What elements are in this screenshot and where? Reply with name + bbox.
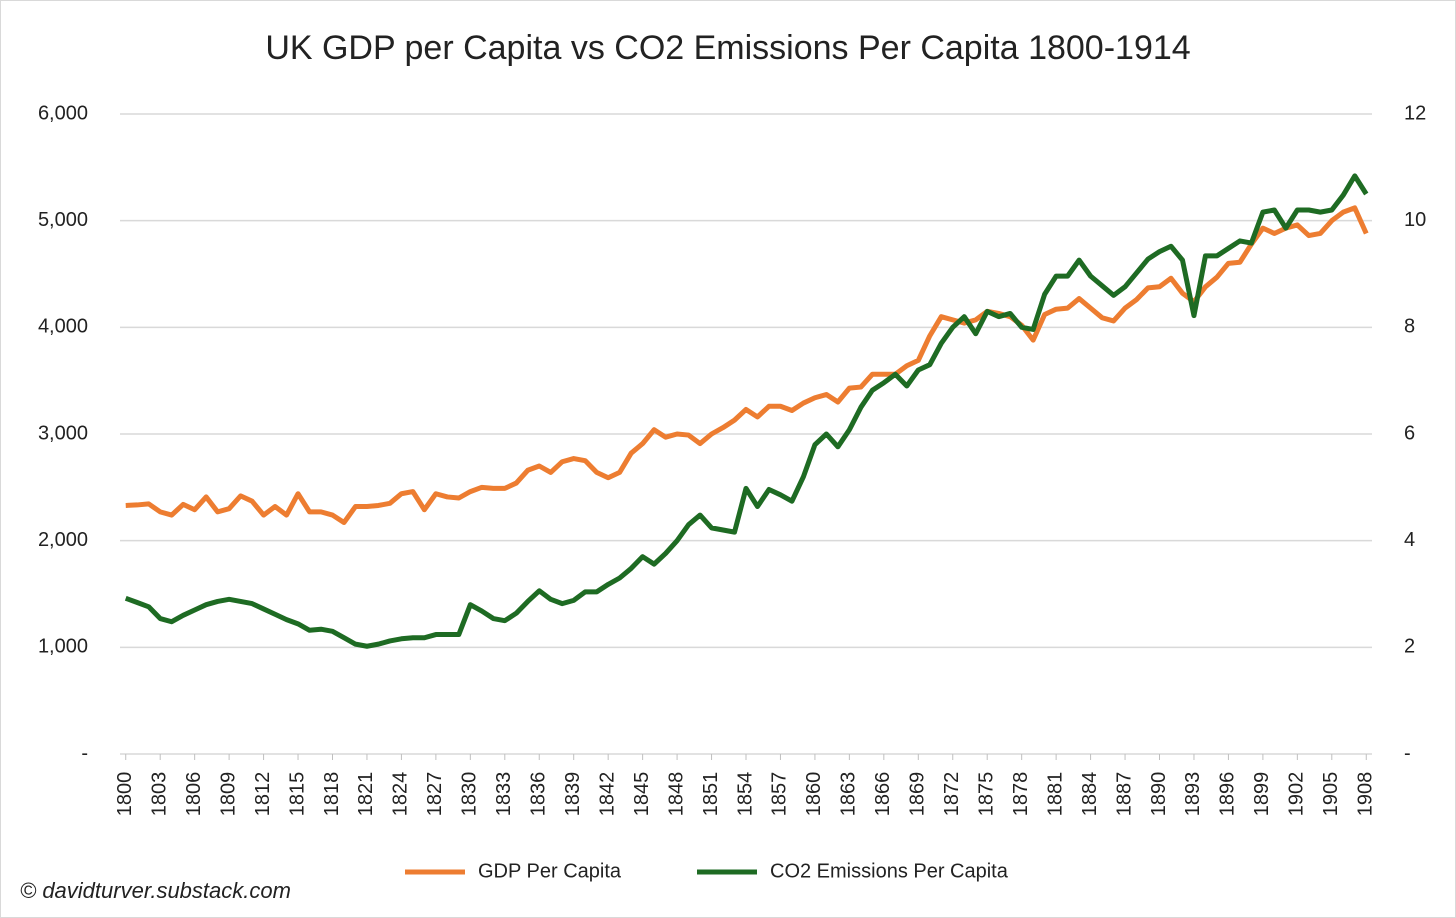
y-tick-label: 3,000 xyxy=(38,422,88,444)
x-tick-label: 1857 xyxy=(769,772,791,817)
y2-tick-label: 2 xyxy=(1404,636,1415,658)
x-tick-label: 1830 xyxy=(459,772,481,817)
legend-label: CO2 Emissions Per Capita xyxy=(770,860,1009,882)
y2-tick-label: 6 xyxy=(1404,422,1415,444)
x-tick-label: 1887 xyxy=(1113,772,1135,817)
x-tick-label: 1809 xyxy=(217,772,239,817)
x-tick-label: 1815 xyxy=(286,772,308,817)
series-line xyxy=(125,205,1369,526)
x-tick-label: 1821 xyxy=(355,772,377,817)
x-tick-label: 1800 xyxy=(114,772,136,817)
x-tick-label: 1881 xyxy=(1044,772,1066,817)
x-tick-label: 1908 xyxy=(1355,772,1377,817)
x-tick-label: 1878 xyxy=(1010,772,1032,817)
x-tick-label: 1845 xyxy=(631,772,653,817)
y2-tick-label: 8 xyxy=(1404,316,1415,338)
x-tick-label: 1866 xyxy=(872,772,894,817)
y2-tick-label: 10 xyxy=(1404,209,1426,231)
x-tick-label: 1869 xyxy=(907,772,929,817)
x-tick-label: 1812 xyxy=(252,772,274,817)
x-tick-label: 1899 xyxy=(1251,772,1273,817)
x-tick-label: 1872 xyxy=(941,772,963,817)
x-tick-label: 1851 xyxy=(700,772,722,817)
y-tick-label: 1,000 xyxy=(38,636,88,658)
y-tick-label: 2,000 xyxy=(38,529,88,551)
y-tick-label: 6,000 xyxy=(38,102,88,124)
x-tick-label: 1860 xyxy=(803,772,825,817)
y-tick-label: - xyxy=(81,742,88,764)
y2-tick-label: 4 xyxy=(1404,529,1415,551)
x-tick-label: 1902 xyxy=(1286,772,1308,817)
x-tick-label: 1875 xyxy=(975,772,997,817)
x-tick-label: 1836 xyxy=(528,772,550,817)
x-tick-label: 1806 xyxy=(183,772,205,817)
x-tick-label: 1905 xyxy=(1320,772,1342,817)
chart-title: UK GDP per Capita vs CO2 Emissions Per C… xyxy=(265,29,1190,67)
x-tick-label: 1839 xyxy=(562,772,584,817)
x-tick-label: 1854 xyxy=(734,772,756,817)
x-tick-label: 1896 xyxy=(1217,772,1239,817)
x-tick-label: 1884 xyxy=(1079,772,1101,817)
y-tick-label: 5,000 xyxy=(38,209,88,231)
x-tick-label: 1863 xyxy=(838,772,860,817)
x-tick-label: 1818 xyxy=(321,772,343,817)
x-tick-label: 1890 xyxy=(1148,772,1170,817)
y2-tick-label: - xyxy=(1404,742,1411,764)
y2-tick-label: 12 xyxy=(1404,102,1426,124)
y-tick-label: 4,000 xyxy=(38,316,88,338)
x-tick-label: 1827 xyxy=(424,772,446,817)
x-tick-label: 1848 xyxy=(665,772,687,817)
x-tick-label: 1803 xyxy=(148,772,170,817)
x-tick-label: 1833 xyxy=(493,772,515,817)
x-tick-label: 1893 xyxy=(1182,772,1204,817)
x-tick-label: 1842 xyxy=(596,772,618,817)
footnote: © davidturver.substack.com xyxy=(20,878,291,903)
series-line xyxy=(124,173,1369,649)
legend-label: GDP Per Capita xyxy=(478,860,622,882)
x-tick-label: 1824 xyxy=(390,772,412,817)
